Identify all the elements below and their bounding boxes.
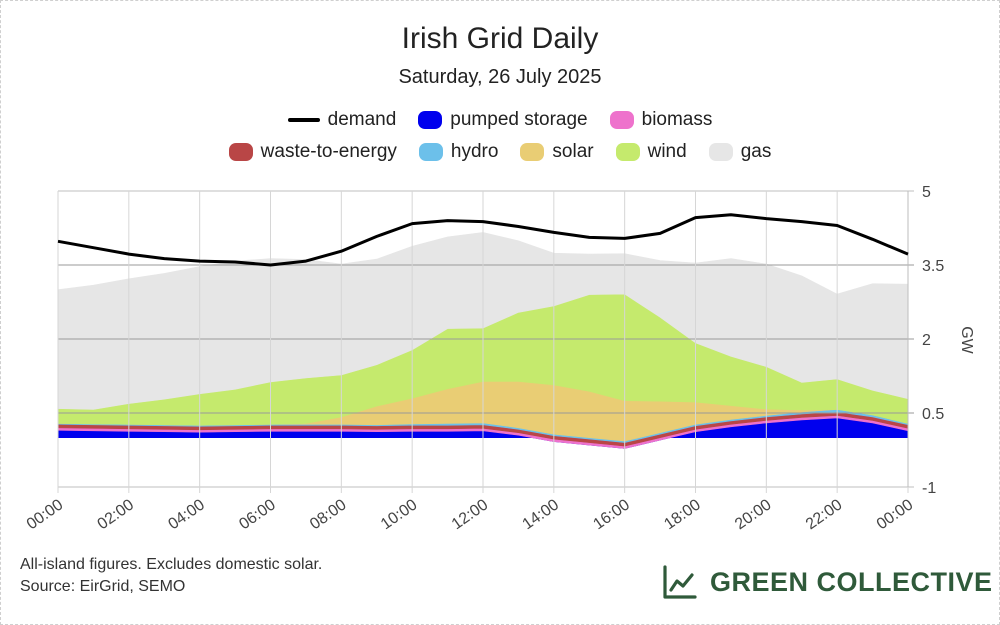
legend-label-demand: demand bbox=[327, 109, 397, 130]
legend-row-2: waste-to-energy hydro solar wind gas bbox=[0, 141, 1000, 163]
y-tick-label: 2 bbox=[922, 332, 931, 349]
legend-label-hydro: hydro bbox=[450, 141, 499, 162]
legend-label-gas: gas bbox=[740, 141, 772, 162]
x-tick-label: 02:00 bbox=[95, 496, 138, 533]
trend-chart-icon bbox=[663, 565, 697, 599]
series-lines bbox=[57, 213, 909, 267]
y-tick-label: -1 bbox=[922, 480, 936, 497]
x-tick-label: 10:00 bbox=[378, 496, 421, 533]
legend-swatch-hydro bbox=[418, 143, 443, 161]
chart-grid bbox=[57, 190, 914, 493]
x-tick-label: 00:00 bbox=[24, 496, 67, 533]
legend-item-pumped-storage[interactable]: pumped storage bbox=[418, 109, 588, 131]
legend-label-wind: wind bbox=[647, 141, 687, 162]
x-tick-label: 20:00 bbox=[732, 496, 775, 533]
x-tick-label: 00:00 bbox=[874, 496, 917, 533]
x-tick-label: 14:00 bbox=[520, 496, 563, 533]
legend-swatch-biomass bbox=[609, 111, 634, 129]
legend-swatch-pumped-storage bbox=[418, 111, 443, 129]
x-tick-label: 08:00 bbox=[307, 496, 350, 533]
legend-item-gas[interactable]: gas bbox=[708, 141, 772, 163]
legend-swatch-gas bbox=[708, 143, 733, 161]
brand-name: GREEN COLLECTIVE bbox=[710, 566, 993, 597]
legend-swatch-demand bbox=[287, 118, 320, 122]
chart-title: Irish Grid Daily bbox=[401, 22, 599, 55]
legend-item-hydro[interactable]: hydro bbox=[418, 141, 499, 163]
chart-subtitle: Saturday, 26 July 2025 bbox=[398, 66, 602, 88]
legend-label-solar: solar bbox=[552, 141, 594, 162]
x-tick-label: 06:00 bbox=[236, 496, 279, 533]
legend-row-1: demand pumped storage biomass bbox=[0, 109, 1000, 131]
x-tick-label: 22:00 bbox=[803, 496, 846, 533]
legend-item-solar[interactable]: solar bbox=[520, 141, 594, 163]
legend-item-waste-to-energy[interactable]: waste-to-energy bbox=[228, 141, 397, 163]
footnote-source: Source: EirGrid, SEMO bbox=[20, 578, 186, 595]
demand-line bbox=[57, 213, 909, 267]
x-tick-label: 04:00 bbox=[165, 496, 208, 533]
legend-swatch-waste-to-energy bbox=[228, 143, 253, 161]
legend-swatch-solar bbox=[520, 143, 545, 161]
y-tick-label: 3.5 bbox=[922, 258, 944, 275]
legend-label-pumped-storage: pumped storage bbox=[450, 109, 588, 130]
brand-logo: GREEN COLLECTIVE bbox=[662, 564, 993, 600]
y-tick-label: 0.5 bbox=[922, 406, 944, 423]
legend-item-demand[interactable]: demand bbox=[287, 109, 397, 131]
x-tick-label: 18:00 bbox=[661, 496, 704, 533]
legend-label-biomass: biomass bbox=[641, 109, 713, 130]
y-tick-label: 5 bbox=[922, 184, 931, 201]
legend-item-wind[interactable]: wind bbox=[615, 141, 687, 163]
y-axis-label: GW bbox=[958, 326, 975, 354]
legend-swatch-wind bbox=[615, 143, 640, 161]
legend-label-waste-to-energy: waste-to-energy bbox=[260, 141, 397, 162]
footnote-coverage: All-island figures. Excludes domestic so… bbox=[20, 556, 323, 573]
legend-item-biomass[interactable]: biomass bbox=[609, 109, 713, 131]
x-tick-label: 12:00 bbox=[449, 496, 492, 533]
x-tick-label: 16:00 bbox=[590, 496, 633, 533]
